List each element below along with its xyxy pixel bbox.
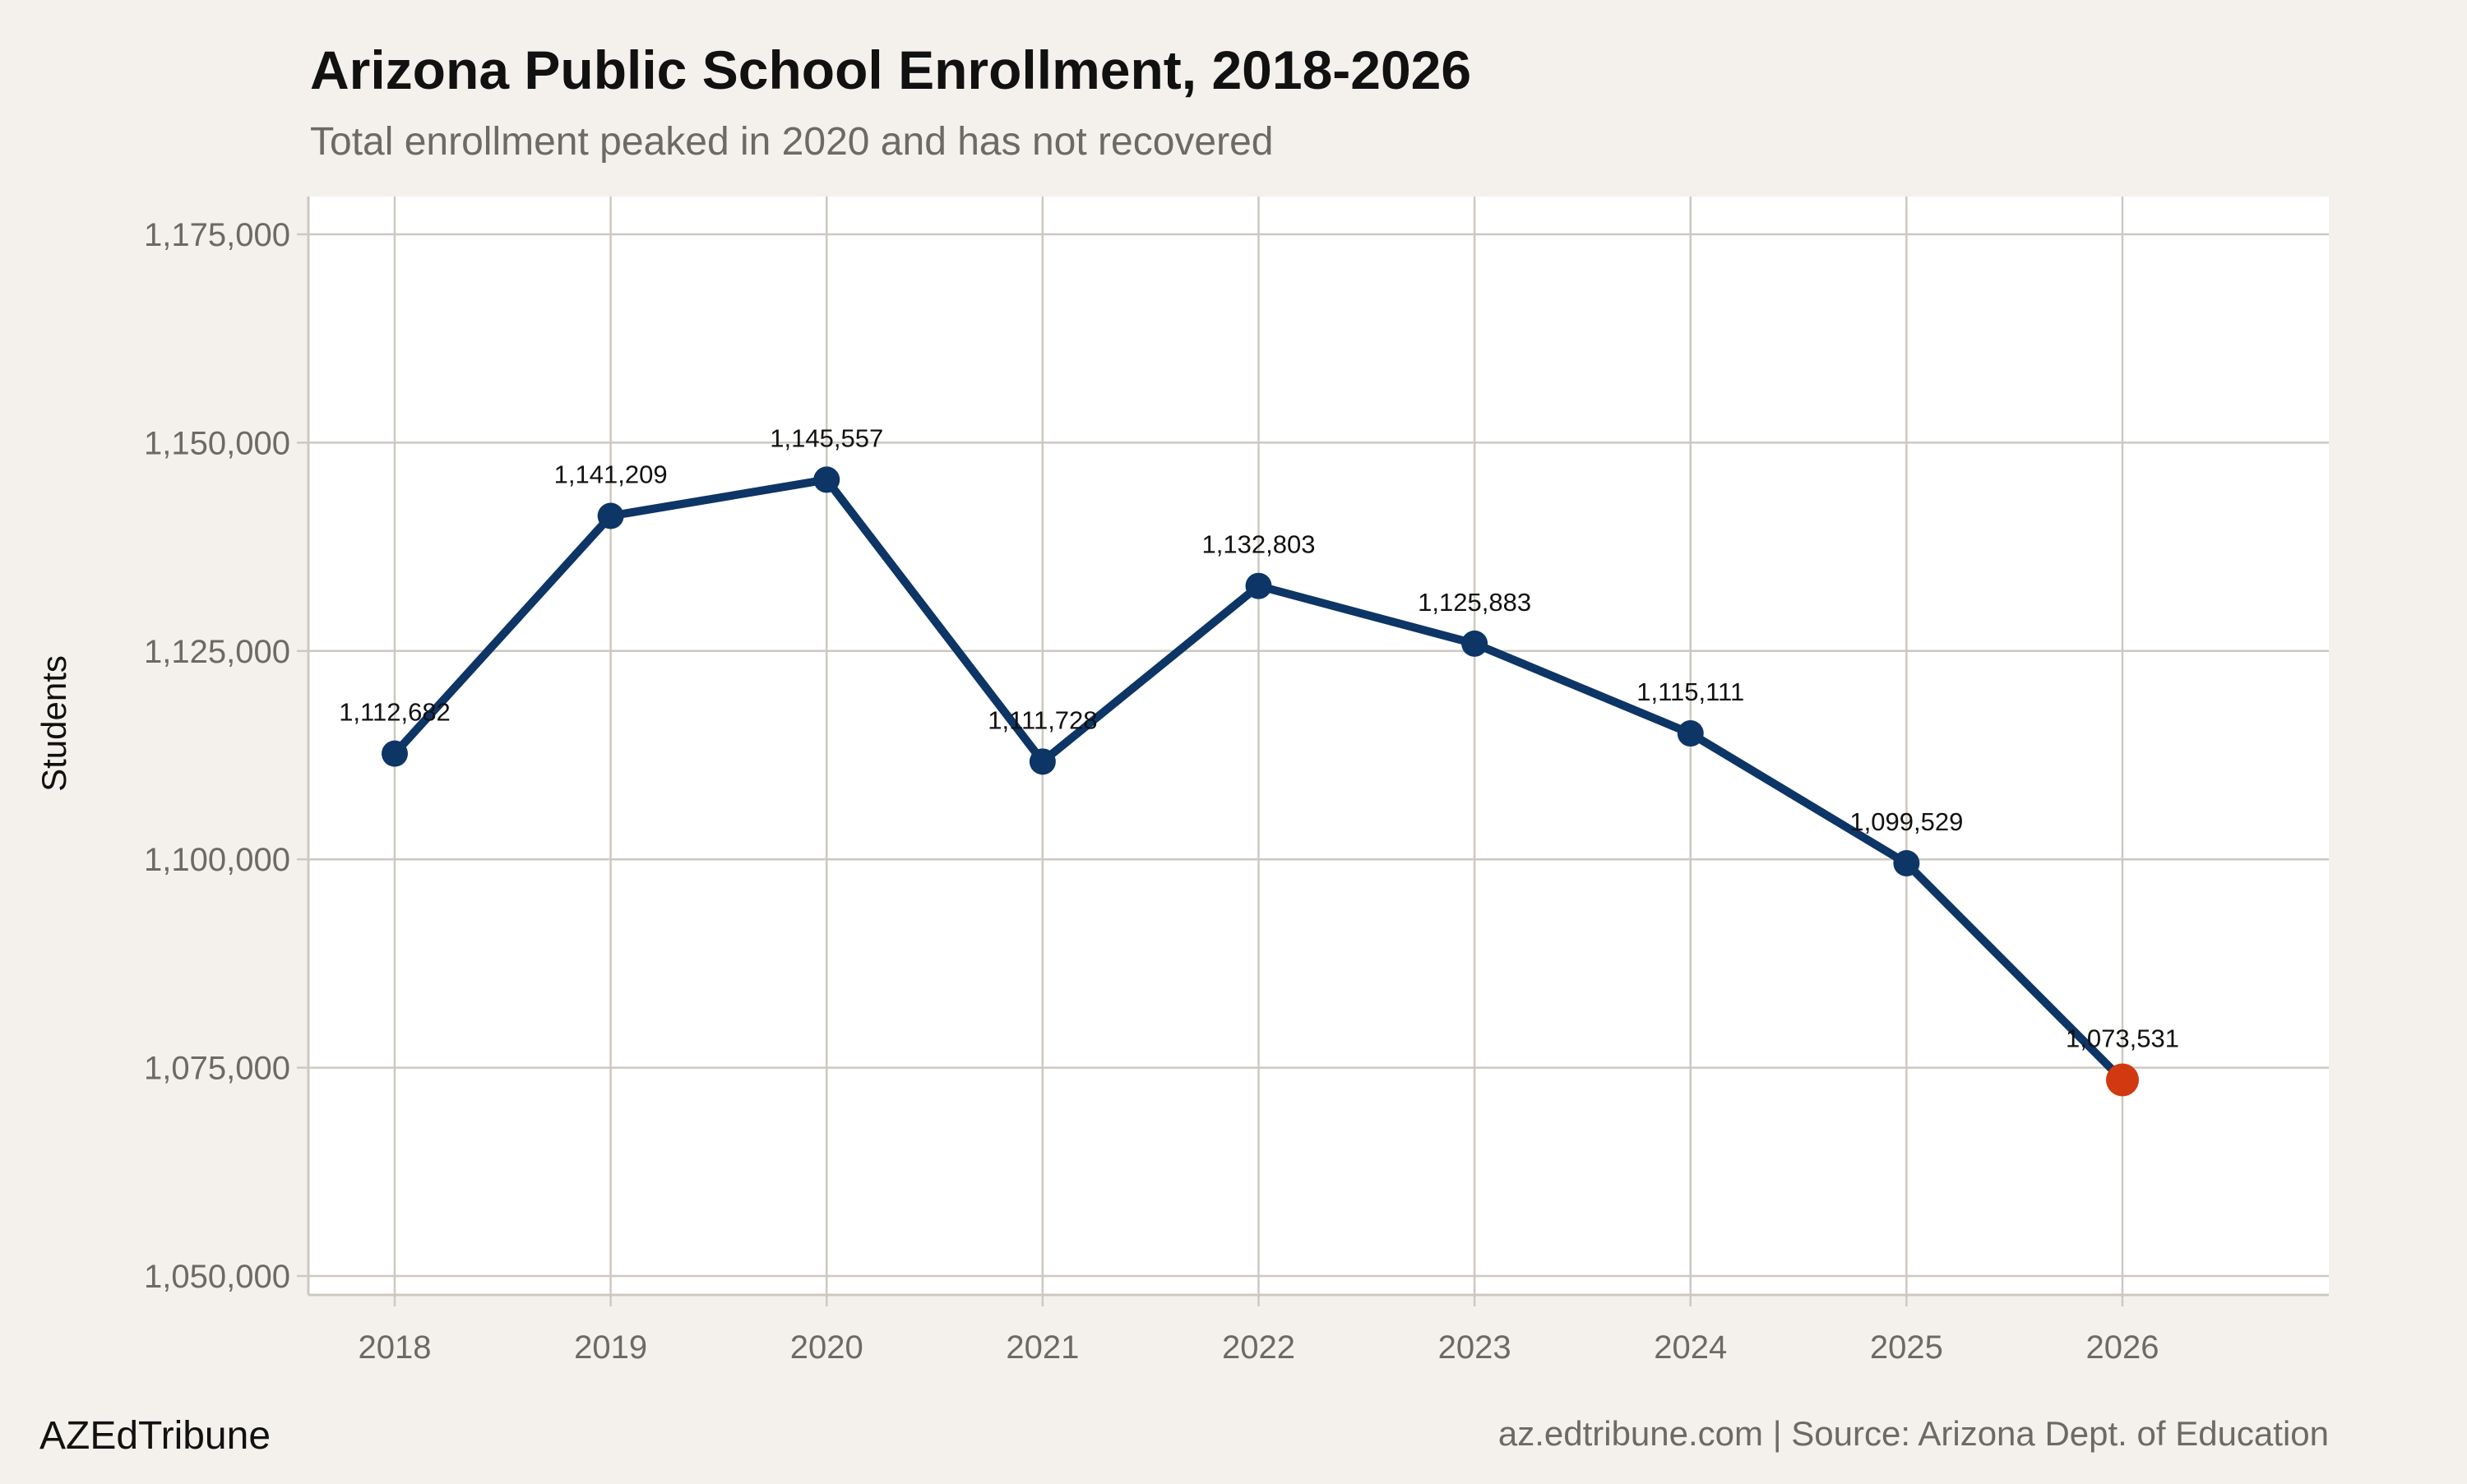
- y-tick-label: 1,175,000: [144, 217, 290, 253]
- data-point: [1677, 720, 1704, 747]
- data-points: [382, 466, 2139, 1097]
- x-tick-label: 2022: [1222, 1329, 1295, 1366]
- footer-brand: AZEdTribune: [39, 1414, 271, 1458]
- y-tick-label: 1,050,000: [144, 1259, 290, 1295]
- x-tick-label: 2020: [790, 1329, 863, 1366]
- data-point: [813, 466, 840, 493]
- data-label: 1,112,682: [339, 698, 451, 727]
- x-tick-label: 2021: [1006, 1329, 1079, 1366]
- footer-source: az.edtribune.com | Source: Arizona Dept.…: [1498, 1414, 2329, 1453]
- data-label: 1,141,209: [554, 460, 668, 489]
- data-label: 1,145,557: [770, 423, 883, 452]
- data-point: [1029, 748, 1056, 775]
- chart-title: Arizona Public School Enrollment, 2018-2…: [310, 39, 1471, 100]
- y-tick-label: 1,100,000: [144, 842, 290, 878]
- y-tick-label: 1,075,000: [144, 1051, 290, 1087]
- data-point: [382, 740, 408, 767]
- y-tick-label: 1,150,000: [144, 425, 290, 461]
- chart-subtitle: Total enrollment peaked in 2020 and has …: [310, 120, 1273, 164]
- x-tick-label: 2018: [359, 1329, 432, 1366]
- x-tick-label: 2025: [1870, 1329, 1943, 1366]
- data-point: [1245, 572, 1272, 599]
- y-axis-label: Students: [35, 655, 73, 792]
- data-labels: 1,112,682 1,141,209 1,145,557 1,111,728 1,13…: [339, 423, 2179, 1052]
- x-tick-label: 2024: [1654, 1329, 1727, 1366]
- data-label: 1,099,529: [1849, 807, 1963, 836]
- data-point: [1461, 630, 1488, 657]
- x-tick-label: 2023: [1438, 1329, 1511, 1366]
- data-label: 1,132,803: [1202, 530, 1316, 559]
- data-label: 1,073,531: [2066, 1024, 2179, 1052]
- data-label: 1,115,111: [1636, 677, 1744, 706]
- data-label: 1,111,728: [988, 705, 1097, 734]
- data-label: 1,125,883: [1418, 588, 1531, 617]
- y-tick-label: 1,125,000: [144, 634, 290, 670]
- data-point: [597, 502, 624, 529]
- y-tick-labels: 1,050,000 1,075,000 1,100,000 1,125,000 1,15…: [144, 217, 290, 1295]
- data-point: [1893, 849, 1920, 876]
- x-tick-labels: 2018 2019 2020 2021 2022 2023 2024 2025 2026: [359, 1329, 2159, 1366]
- gridlines: [297, 196, 2329, 1306]
- plot-panel: [308, 196, 2329, 1295]
- x-tick-label: 2026: [2086, 1329, 2159, 1366]
- data-point-highlight: [2106, 1063, 2139, 1097]
- x-tick-label: 2019: [574, 1329, 647, 1366]
